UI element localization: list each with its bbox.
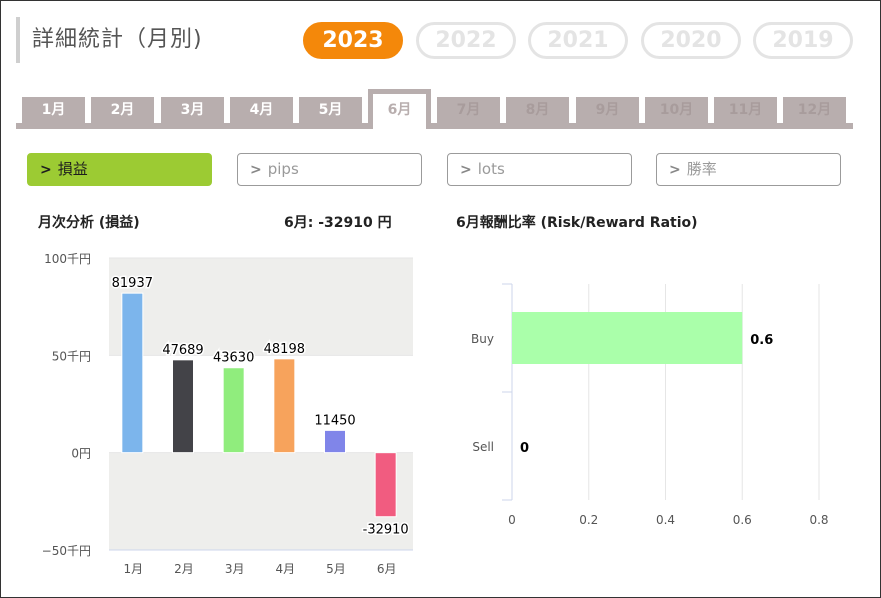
rr-chart-heading: 6月報酬比率 (Risk/Reward Ratio)	[456, 215, 698, 231]
page-title-bar: 詳細統計（月別)	[16, 17, 203, 63]
data-label: 43630	[213, 351, 254, 366]
month-tab-9[interactable]: 9月	[576, 97, 639, 124]
month-tab-8[interactable]: 8月	[506, 97, 569, 124]
monthly-chart-heading: 月次分析 (損益)	[38, 215, 140, 231]
month-tab-7[interactable]: 7月	[437, 97, 500, 124]
year-tab-2020[interactable]: 2020	[641, 22, 741, 59]
bar-5月	[324, 429, 346, 454]
year-tab-2023[interactable]: 2023	[303, 22, 403, 59]
plot-band	[109, 355, 413, 453]
x-tick-label: 0	[508, 513, 516, 527]
month-tab-1[interactable]: 1月	[22, 97, 85, 124]
chevron-right-icon: >	[40, 162, 52, 178]
y-tick-label: Sell	[472, 440, 494, 454]
filter-lots-label: lots	[477, 160, 505, 178]
month-tabs-baseline	[16, 123, 853, 129]
chevron-right-icon: >	[250, 162, 262, 178]
data-label: 81937	[112, 276, 153, 291]
filter-pips-button[interactable]: > pips	[237, 153, 422, 186]
month-tab-11[interactable]: 11月	[714, 97, 777, 124]
data-label: 11450	[314, 413, 355, 428]
y-tick-label: 0円	[71, 447, 91, 461]
x-tick-label: 0.4	[656, 513, 675, 527]
month-tab-3[interactable]: 3月	[161, 97, 224, 124]
filter-pips-label: pips	[267, 160, 299, 178]
month-tab-5[interactable]: 5月	[299, 97, 362, 124]
filter-winrate-label: 勝率	[686, 160, 717, 178]
x-tick-label: 0.8	[809, 513, 828, 527]
data-label: 47689	[162, 343, 203, 358]
chevron-right-icon: >	[669, 162, 681, 178]
page-title: 詳細統計（月別)	[32, 27, 203, 52]
x-tick-label: 3月	[225, 562, 245, 576]
filter-profit-button[interactable]: > 損益	[27, 153, 212, 186]
data-label: 0.6	[750, 333, 773, 348]
month-tabs: 1月 2月 3月 4月 5月 6月 7月 8月 9月 10月 11月 12月	[16, 89, 853, 129]
filter-winrate-button[interactable]: > 勝率	[656, 153, 841, 186]
x-tick-label: 1月	[124, 562, 144, 576]
x-tick-label: 5月	[326, 562, 346, 576]
bar-2月	[172, 359, 194, 454]
y-tick-label: Buy	[471, 332, 494, 346]
x-tick-label: 0.6	[733, 513, 752, 527]
x-tick-label: 4月	[276, 562, 296, 576]
data-label: 48198	[264, 342, 305, 357]
bar-4月	[273, 358, 296, 454]
monthly-chart-summary: 6月: -32910 円	[284, 215, 392, 231]
year-tab-2022[interactable]: 2022	[416, 22, 516, 59]
chevron-right-icon: >	[460, 162, 472, 178]
bar-Buy	[512, 312, 743, 364]
data-label: -32910	[363, 523, 409, 538]
filter-lots-button[interactable]: > lots	[447, 153, 632, 186]
data-label: 0	[520, 441, 529, 456]
year-tab-2019[interactable]: 2019	[753, 22, 853, 59]
y-tick-label: 50千円	[52, 349, 91, 363]
month-tab-12[interactable]: 12月	[783, 97, 846, 124]
x-tick-label: 6月	[377, 562, 397, 576]
x-tick-label: 2月	[174, 562, 194, 576]
y-tick-label: 100千円	[44, 252, 91, 266]
bar-3月	[222, 367, 245, 454]
month-tab-6[interactable]: 6月	[368, 89, 431, 129]
bar-1月	[121, 292, 144, 454]
y-tick-label: −50千円	[42, 544, 91, 558]
year-tab-2021[interactable]: 2021	[528, 22, 628, 59]
month-tab-4[interactable]: 4月	[230, 97, 293, 124]
filter-profit-label: 損益	[57, 160, 88, 178]
x-tick-label: 0.2	[579, 513, 598, 527]
bar-6月	[374, 452, 397, 518]
month-tab-10[interactable]: 10月	[645, 97, 708, 124]
month-tab-2[interactable]: 2月	[91, 97, 154, 124]
